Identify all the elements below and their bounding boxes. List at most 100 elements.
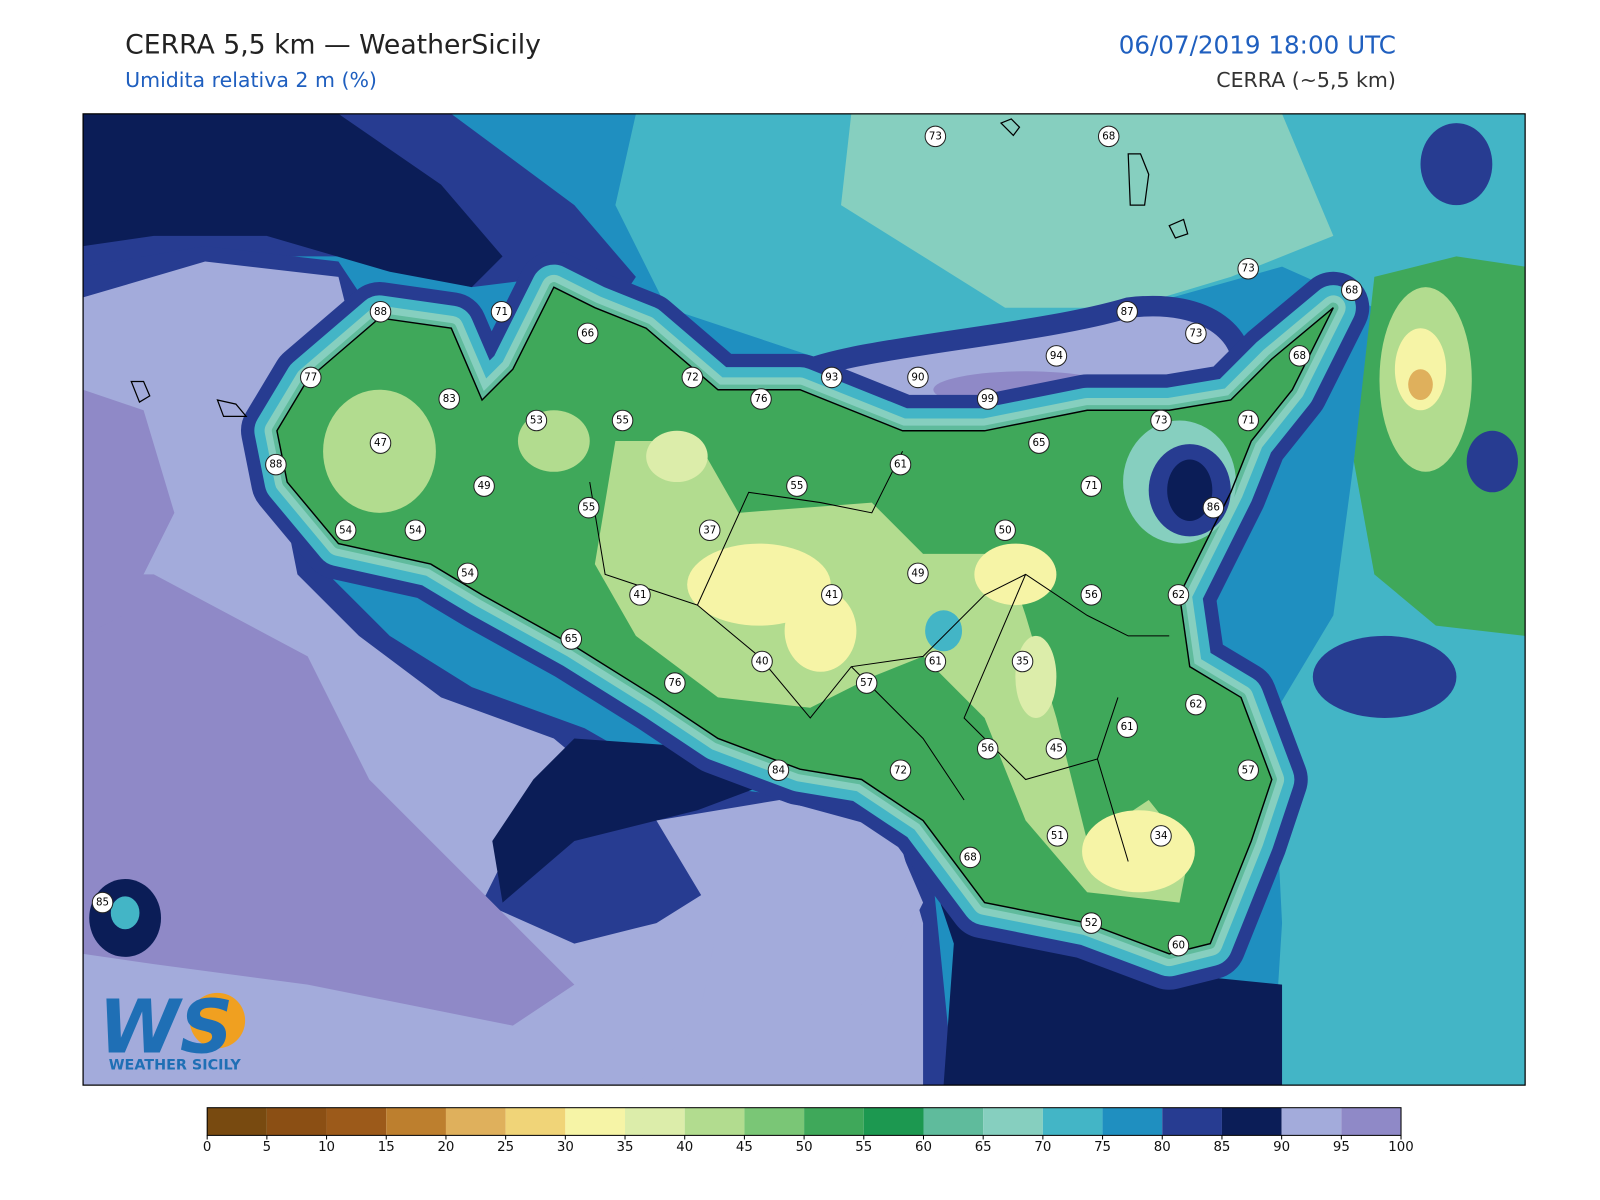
station-value: 45	[1050, 743, 1063, 755]
station: 60	[1167, 934, 1190, 957]
station-marker	[525, 409, 548, 432]
logo-sun	[189, 992, 246, 1049]
station-marker	[91, 891, 114, 914]
colorbar-segment	[923, 1107, 984, 1136]
colorbar-tick-label: 80	[1154, 1140, 1171, 1155]
colorbar-segment	[445, 1107, 506, 1136]
humidity-area	[784, 589, 857, 672]
humidity-area	[635, 800, 924, 1086]
station: 50	[994, 519, 1016, 542]
station-value: 94	[1050, 350, 1063, 362]
station-value: 68	[1102, 130, 1115, 142]
humidity-area	[83, 574, 575, 1026]
colorbar: 0 5 10 15 20 25 30 35 40 45 50 55 60 65 70 75 80 85 90 95 10…	[203, 1107, 1414, 1155]
station-marker	[681, 366, 704, 389]
station-value: 41	[633, 589, 646, 601]
humidity-area	[841, 113, 1334, 308]
station-value: 41	[825, 589, 838, 601]
coastline	[1168, 218, 1189, 239]
station-value: 52	[1085, 917, 1098, 929]
station-marker	[1167, 934, 1190, 957]
colorbar-tick-label: 0	[203, 1140, 211, 1155]
humidity-area	[1466, 430, 1518, 493]
station-marker	[1080, 584, 1103, 606]
station-value: 61	[894, 459, 907, 471]
station-value: 40	[756, 656, 769, 668]
station-value: 47	[374, 437, 387, 449]
station-marker	[265, 453, 287, 476]
model-label: CERRA (~5,5 km)	[1216, 68, 1396, 92]
station-value: 57	[860, 677, 873, 689]
station: 71	[490, 301, 513, 323]
station: 71	[1237, 409, 1259, 432]
station: 68	[1288, 345, 1311, 367]
colorbar-segment	[1341, 1107, 1402, 1136]
coastline	[999, 118, 1021, 137]
station-marker	[767, 759, 790, 782]
station: 76	[664, 672, 686, 694]
colorbar-segment	[326, 1107, 387, 1136]
station-value: 37	[703, 524, 716, 536]
station: 41	[821, 584, 843, 606]
colorbar-segment	[1221, 1107, 1282, 1136]
station-value: 73	[1189, 327, 1202, 339]
colorbar-segment	[1162, 1107, 1222, 1136]
humidity-area	[974, 543, 1057, 606]
station: 54	[456, 562, 479, 585]
colorbar-segment	[505, 1107, 566, 1136]
colorbar-tick-label: 25	[497, 1140, 514, 1155]
colorbar-segment	[266, 1107, 327, 1136]
humidity-area	[1167, 459, 1213, 522]
station-value: 72	[686, 371, 699, 383]
station-value: 35	[1016, 656, 1029, 668]
station: 61	[1116, 716, 1138, 738]
station: 88	[265, 453, 287, 476]
station: 54	[334, 519, 357, 542]
station-marker	[1116, 716, 1138, 738]
station-value: 65	[565, 633, 578, 645]
colorbar-tick-label: 45	[736, 1140, 753, 1155]
colorbar-tick-label: 65	[975, 1140, 992, 1155]
station-marker	[1202, 496, 1225, 519]
station-marker	[924, 125, 947, 148]
station-value: 90	[911, 371, 924, 383]
station-marker	[1167, 584, 1190, 606]
station-value: 83	[443, 393, 456, 405]
station-value: 71	[1085, 480, 1098, 492]
station-value: 56	[981, 743, 994, 755]
station-marker	[889, 759, 912, 782]
station-value: 55	[616, 415, 629, 427]
station-value: 65	[1032, 437, 1045, 449]
station-value: 68	[1293, 350, 1306, 362]
humidity-area	[1015, 635, 1057, 718]
colorbar-tick-label: 70	[1034, 1140, 1051, 1155]
station-value: 68	[964, 851, 977, 863]
station: 73	[1237, 257, 1259, 280]
station-value: 61	[929, 656, 942, 668]
map-frame	[82, 113, 1526, 1086]
station-marker	[334, 519, 357, 542]
logo-mark: WS	[98, 984, 233, 1070]
colorbar-tick-label: 35	[617, 1140, 634, 1155]
colorbar-tick-label: 100	[1388, 1140, 1413, 1155]
station: 68	[1097, 125, 1120, 148]
station-value: 56	[1085, 589, 1098, 601]
station-marker	[1011, 650, 1034, 673]
station: 73	[1150, 409, 1172, 432]
station-marker	[976, 737, 999, 760]
station: 77	[299, 366, 322, 389]
station-marker	[576, 322, 599, 345]
station-value: 76	[668, 677, 681, 689]
station-marker	[1185, 322, 1207, 345]
colorbar-tick-label: 15	[378, 1140, 395, 1155]
station-value: 68	[1345, 284, 1358, 296]
station-marker	[438, 388, 460, 410]
station-value: 87	[1121, 306, 1134, 318]
humidity-area	[83, 389, 175, 636]
colorbar-segment	[1042, 1107, 1103, 1136]
station-marker	[821, 366, 843, 389]
station-value: 73	[929, 130, 942, 142]
station: 49	[907, 562, 929, 585]
station-marker	[786, 475, 808, 497]
station: 72	[889, 759, 912, 782]
